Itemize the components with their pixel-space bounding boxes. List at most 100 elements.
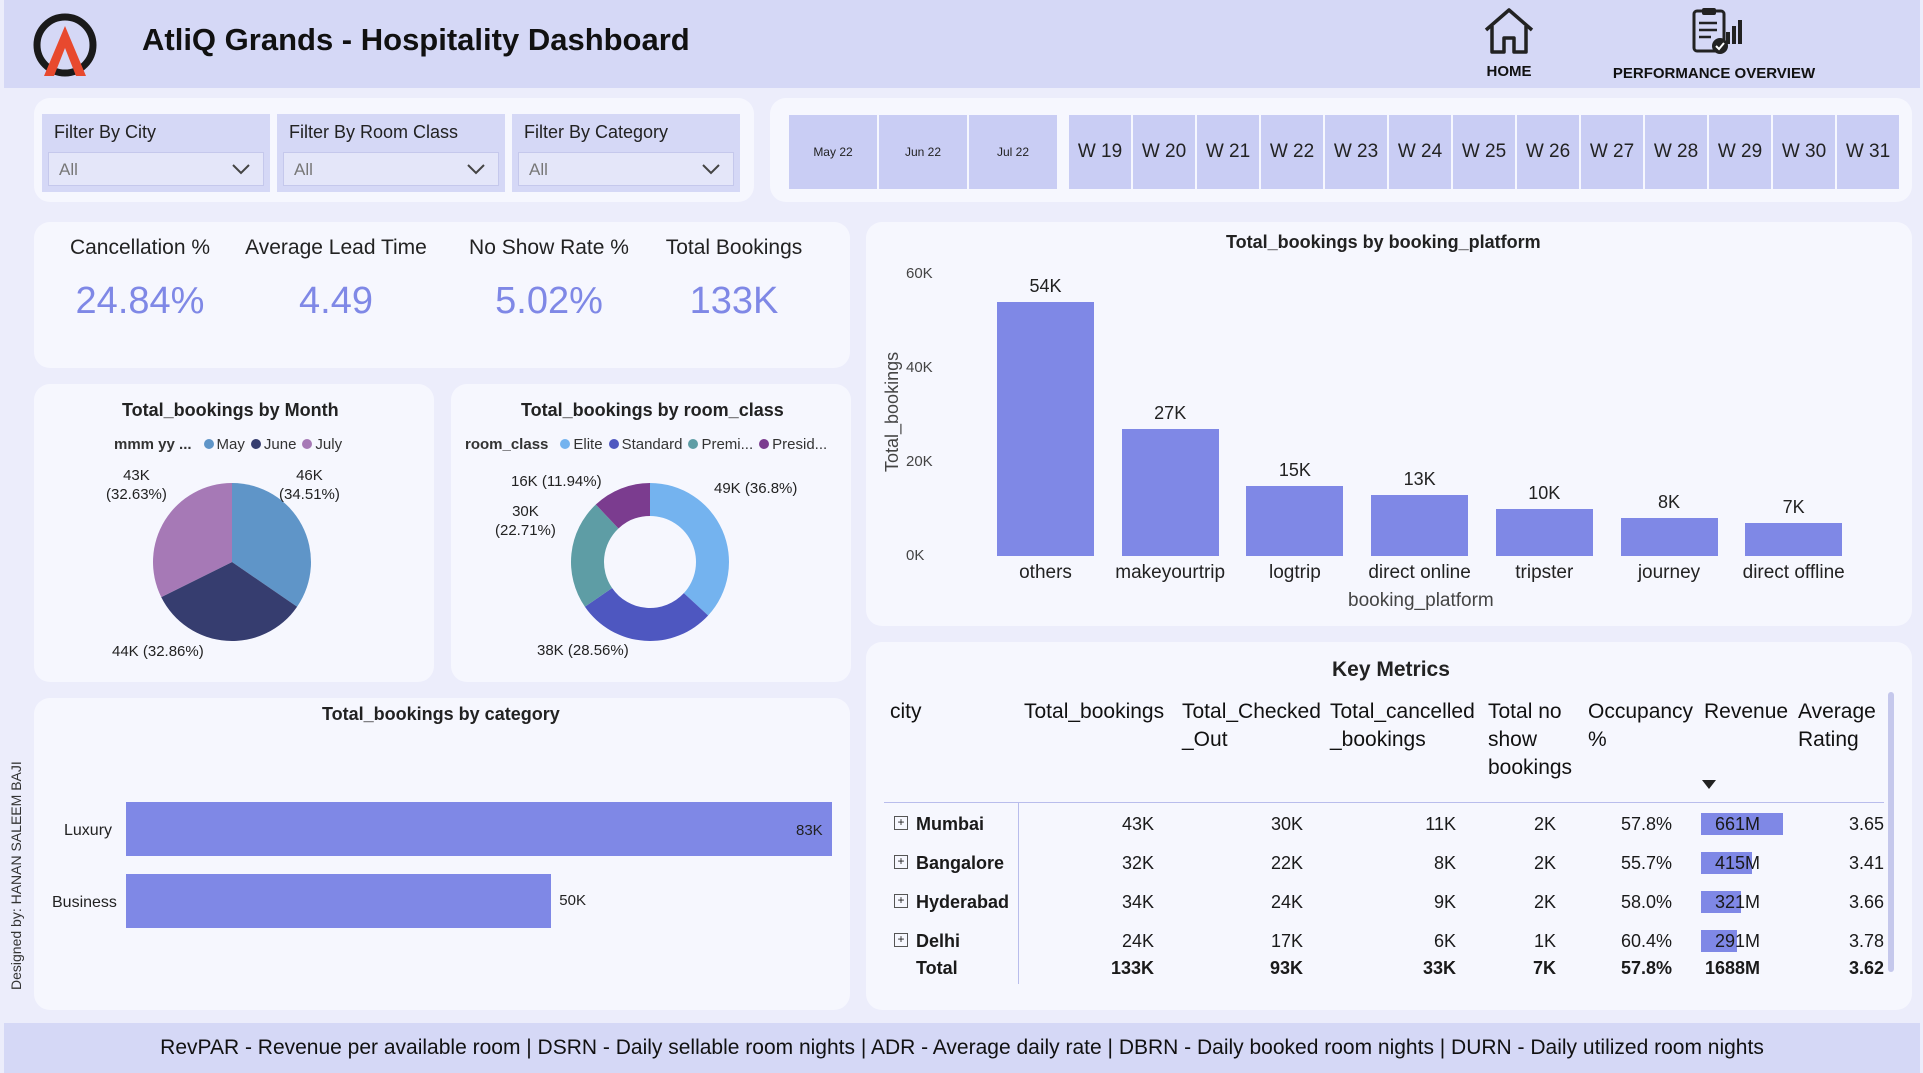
scrollbar[interactable] — [1888, 692, 1894, 972]
kpi-no-show-value: 5.02% — [495, 280, 603, 322]
chart-legend: mmm yy ... May June July — [114, 436, 342, 453]
expand-icon[interactable]: + — [894, 933, 908, 947]
room-class-filter[interactable]: Filter By Room Class All — [277, 114, 505, 192]
cell-no-show: 1K — [1533, 931, 1556, 951]
week-slicer-24[interactable]: W 24 — [1389, 115, 1451, 189]
x-axis-title: booking_platform — [1348, 590, 1494, 611]
data-label: 30K — [512, 503, 539, 520]
table-row[interactable]: + Delhi 24K 17K 6K 1K 60.4% 291M 3.78 — [884, 927, 1884, 957]
table-row[interactable]: + Hyderabad 34K 24K 9K 2K 58.0% 321M 3.6… — [884, 888, 1884, 918]
expand-icon[interactable]: + — [894, 855, 908, 869]
week-slicer-19[interactable]: W 19 — [1069, 115, 1131, 189]
kpi-cancellation-value: 24.84% — [75, 280, 205, 322]
city-filter[interactable]: Filter By City All — [42, 114, 270, 192]
revenue-bar — [1701, 852, 1753, 874]
cell-bookings: 24K — [1121, 931, 1154, 951]
platform-bar[interactable] — [1745, 523, 1843, 556]
platform-plot-area: 0K 20K 40K 60K 54K others 27K makeyourtrip 15K lo… — [866, 222, 1912, 626]
platform-bar[interactable] — [997, 302, 1094, 556]
cell-no-show: 2K — [1533, 853, 1556, 873]
col-header-revenue[interactable]: Revenue — [1704, 700, 1789, 723]
kpi-cancellation: Cancellation % 24.84% — [56, 236, 224, 323]
col-header-occupancy[interactable]: Occupancy % — [1588, 700, 1694, 751]
pie-slice-standard[interactable] — [584, 588, 709, 641]
cell-checked-out: 93K — [1269, 958, 1303, 978]
x-tick-label: logtrip — [1269, 562, 1321, 583]
date-slicer-panel: May 22 Jun 22 Jul 22 W 19 W 20 W 21 W 22… — [770, 98, 1912, 202]
col-header-cancelled[interactable]: Total_cancelled _bookings — [1330, 700, 1475, 751]
bar-luxury — [126, 802, 832, 856]
col-header-bookings[interactable]: Total_bookings — [1024, 700, 1165, 723]
room-class-filter-value: All — [294, 160, 313, 179]
legend-swatch — [560, 439, 571, 449]
week-slicer-22[interactable]: W 22 — [1261, 115, 1323, 189]
cell-bookings: 32K — [1121, 853, 1154, 873]
city-filter-value: All — [59, 160, 78, 179]
slice-label-may: 46K (34.51%) — [279, 466, 340, 504]
city-filter-select[interactable]: All — [48, 152, 264, 186]
slice-label-presidential: 16K (11.94%) — [511, 473, 602, 490]
cell-no-show: 2K — [1533, 892, 1556, 912]
room-class-filter-select[interactable]: All — [283, 152, 499, 186]
home-button[interactable]: HOME — [1464, 6, 1554, 80]
table-row[interactable]: + Bangalore 32K 22K 8K 2K 55.7% 415M 3.4… — [884, 849, 1884, 879]
platform-bar[interactable] — [1246, 485, 1344, 556]
week-slicer-27[interactable]: W 27 — [1581, 115, 1643, 189]
month-slicer-jul[interactable]: Jul 22 — [969, 115, 1057, 189]
cell-city: Total — [916, 958, 958, 978]
value-label-luxury: 83K — [796, 822, 823, 839]
cell-revenue: 1688M — [1704, 958, 1760, 978]
pie-slice-presid[interactable] — [595, 483, 650, 529]
col-header-checked-out[interactable]: Total_Checked _Out — [1182, 700, 1321, 751]
x-tick-label: others — [1019, 562, 1072, 583]
week-slicer-25[interactable]: W 25 — [1453, 115, 1515, 189]
cell-occupancy: 55.7% — [1620, 853, 1672, 873]
cell-cancelled: 33K — [1422, 958, 1456, 978]
y-tick-label: 20K — [906, 453, 933, 470]
cell-bookings: 34K — [1121, 892, 1154, 912]
month-slicer-may[interactable]: May 22 — [789, 115, 877, 189]
month-slicer-jun[interactable]: Jun 22 — [879, 115, 967, 189]
week-slicer-20[interactable]: W 20 — [1133, 115, 1195, 189]
table-row[interactable]: + Mumbai 43K 30K 11K 2K 57.8% 661M 3.65 — [884, 810, 1884, 840]
platform-bar[interactable] — [1371, 494, 1469, 556]
chart-title: Total_bookings by booking_platform — [1226, 232, 1541, 252]
platform-bar[interactable] — [1495, 509, 1593, 556]
week-slicer-28[interactable]: W 28 — [1645, 115, 1707, 189]
header-bar: AtliQ Grands - Hospitality Dashboard HOM… — [4, 0, 1920, 88]
week-slicer-23[interactable]: W 23 — [1325, 115, 1387, 189]
pie-slice-july[interactable] — [153, 483, 232, 598]
platform-bar[interactable] — [1121, 429, 1219, 556]
cell-occupancy: 58.0% — [1620, 892, 1672, 912]
data-label: 27K — [1154, 403, 1187, 424]
clipboard-chart-icon — [1692, 8, 1742, 54]
kpi-no-show-label: No Show Rate % — [469, 236, 629, 259]
designer-credit: Designed by: HANAN SALEEM BAJI — [8, 761, 24, 990]
pie-slice-june[interactable] — [161, 562, 298, 641]
week-slicer-26[interactable]: W 26 — [1517, 115, 1579, 189]
col-header-rating[interactable]: Average Rating — [1798, 700, 1876, 751]
month-pie-svg — [153, 483, 311, 641]
sort-descending-icon[interactable] — [1702, 780, 1716, 790]
cell-checked-out: 22K — [1270, 853, 1303, 873]
pie-slice-premi[interactable] — [571, 504, 619, 607]
data-label: (34.51%) — [279, 486, 340, 503]
expand-icon[interactable]: + — [894, 894, 908, 908]
table-total-row: Total 133K 93K 33K 7K 57.8% 1688M 3.62 — [884, 954, 1884, 984]
week-slicer-21[interactable]: W 21 — [1197, 115, 1259, 189]
pie-slice-may[interactable] — [232, 483, 311, 607]
week-slicer-31[interactable]: W 31 — [1837, 115, 1899, 189]
cell-rating: 3.78 — [1848, 931, 1884, 951]
col-header-city[interactable]: city — [890, 700, 922, 723]
performance-overview-button[interactable]: PERFORMANCE OVERVIEW — [1604, 6, 1824, 82]
platform-bar[interactable] — [1620, 518, 1718, 556]
week-slicer-29[interactable]: W 29 — [1709, 115, 1771, 189]
cell-city: Delhi — [916, 931, 961, 951]
category-filter-select[interactable]: All — [518, 152, 734, 186]
expand-icon[interactable]: + — [894, 816, 908, 830]
week-slicer-30[interactable]: W 30 — [1773, 115, 1835, 189]
col-header-no-show[interactable]: Total no show bookings — [1488, 700, 1573, 779]
category-filter[interactable]: Filter By Category All — [512, 114, 740, 192]
cell-revenue: 661M — [1714, 814, 1760, 834]
pie-slice-elite[interactable] — [650, 483, 729, 616]
